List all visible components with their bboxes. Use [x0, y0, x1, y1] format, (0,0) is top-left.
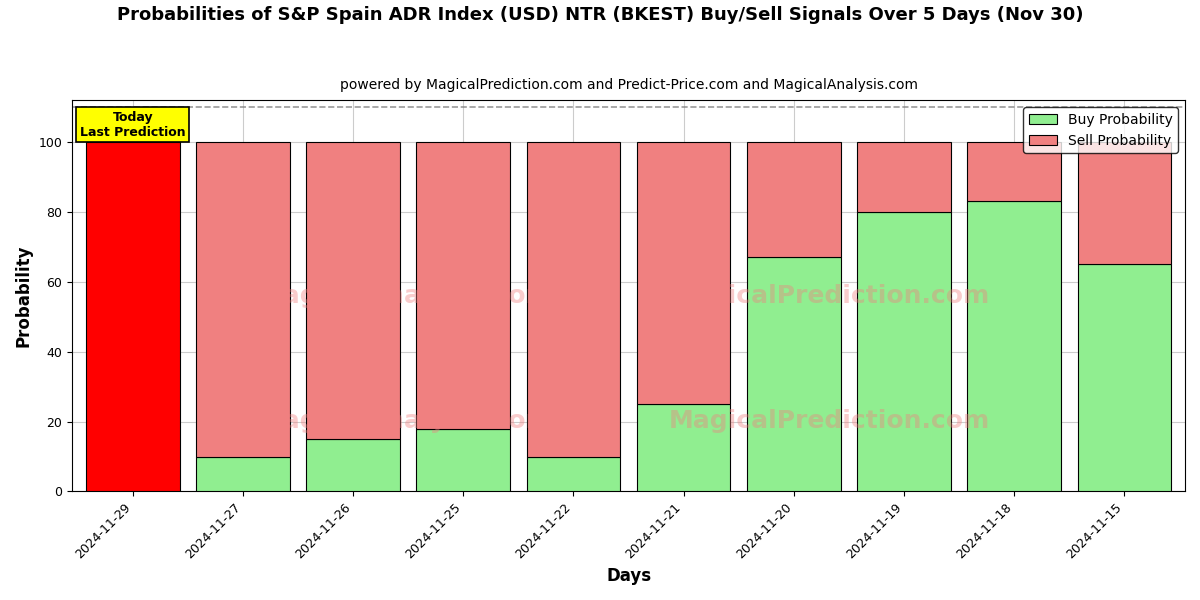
Bar — [967, 142, 1061, 202]
Text: MagicalAnalysis.com: MagicalAnalysis.com — [259, 409, 553, 433]
Title: powered by MagicalPrediction.com and Predict-Price.com and MagicalAnalysis.com: powered by MagicalPrediction.com and Pre… — [340, 78, 918, 92]
Bar — [1078, 142, 1171, 265]
Bar — [967, 202, 1061, 491]
X-axis label: Days: Days — [606, 567, 652, 585]
Bar — [857, 212, 950, 491]
Text: Probabilities of S&P Spain ADR Index (USD) NTR (BKEST) Buy/Sell Signals Over 5 D: Probabilities of S&P Spain ADR Index (US… — [116, 6, 1084, 24]
Text: Today
Last Prediction: Today Last Prediction — [80, 110, 186, 139]
Bar — [1078, 265, 1171, 491]
Legend: Buy Probability, Sell Probability: Buy Probability, Sell Probability — [1024, 107, 1178, 153]
Bar — [527, 142, 620, 457]
Y-axis label: Probability: Probability — [16, 245, 34, 347]
Bar — [196, 142, 289, 457]
Bar — [748, 142, 841, 257]
Bar — [527, 457, 620, 491]
Text: MagicalAnalysis.com: MagicalAnalysis.com — [259, 284, 553, 308]
Bar — [637, 404, 731, 491]
Text: MagicalPrediction.com: MagicalPrediction.com — [668, 284, 990, 308]
Bar — [637, 142, 731, 404]
Bar — [748, 257, 841, 491]
Bar — [86, 142, 180, 491]
Bar — [196, 457, 289, 491]
Text: MagicalPrediction.com: MagicalPrediction.com — [668, 409, 990, 433]
Bar — [857, 142, 950, 212]
Bar — [416, 142, 510, 428]
Bar — [416, 428, 510, 491]
Bar — [306, 142, 400, 439]
Bar — [306, 439, 400, 491]
